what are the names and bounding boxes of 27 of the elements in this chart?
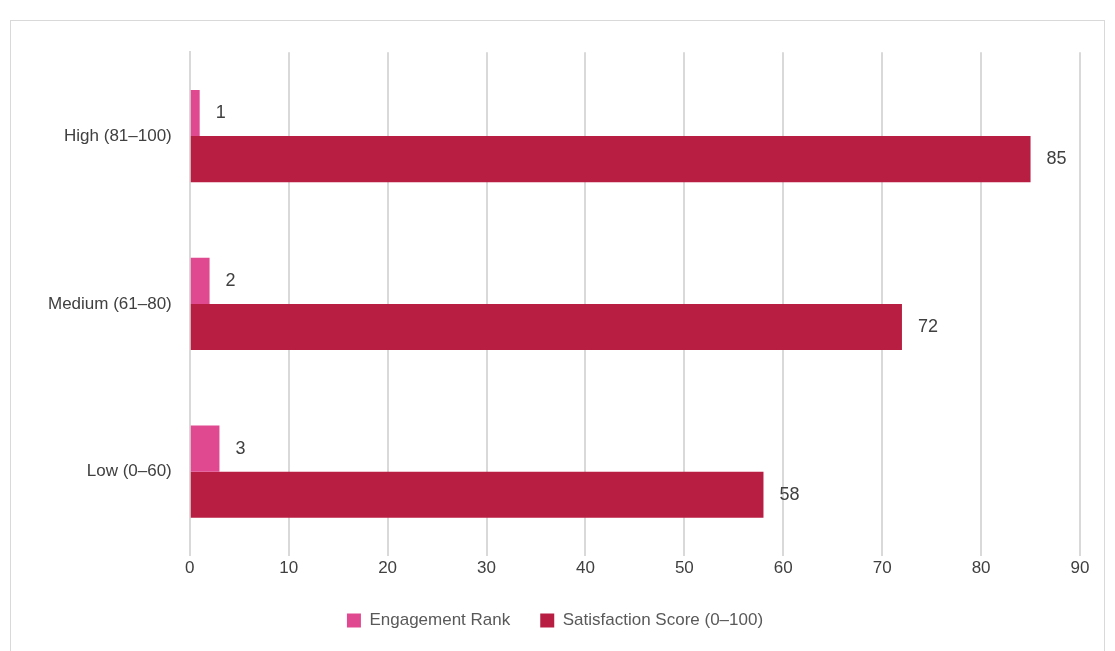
data-label: 3: [235, 437, 246, 458]
bar: [190, 471, 764, 518]
x-tick-label: 40: [575, 558, 595, 578]
data-label: 1: [215, 102, 226, 122]
y-tick-label: High (81–100): [64, 125, 172, 145]
data-label: 58: [779, 483, 800, 504]
x-tick-label: 20: [378, 558, 398, 578]
x-tick-label: 80: [971, 558, 991, 578]
legend-label: Satisfaction Score (0–100): [562, 610, 764, 630]
bar: [190, 89, 200, 137]
x-tick-label: 0: [185, 558, 195, 578]
y-tick-label: Medium (61–80): [48, 293, 172, 313]
legend-label: Engagement Rank: [369, 610, 511, 630]
x-tick-label: 30: [477, 558, 496, 578]
x-tick-label: 10: [279, 558, 299, 578]
y-tick-label: Low (0–60): [86, 461, 172, 481]
data-label: 2: [225, 269, 236, 290]
x-tick-label: 60: [773, 558, 793, 578]
data-label: 85: [1046, 148, 1067, 169]
x-tick-label: 70: [872, 558, 892, 578]
bar: [190, 425, 220, 472]
x-tick-label: 50: [674, 558, 694, 578]
x-tick-label: 90: [1070, 558, 1090, 578]
bar: [190, 136, 1031, 183]
bar: [190, 257, 210, 304]
data-label: 72: [917, 315, 938, 336]
bar: [190, 303, 902, 351]
